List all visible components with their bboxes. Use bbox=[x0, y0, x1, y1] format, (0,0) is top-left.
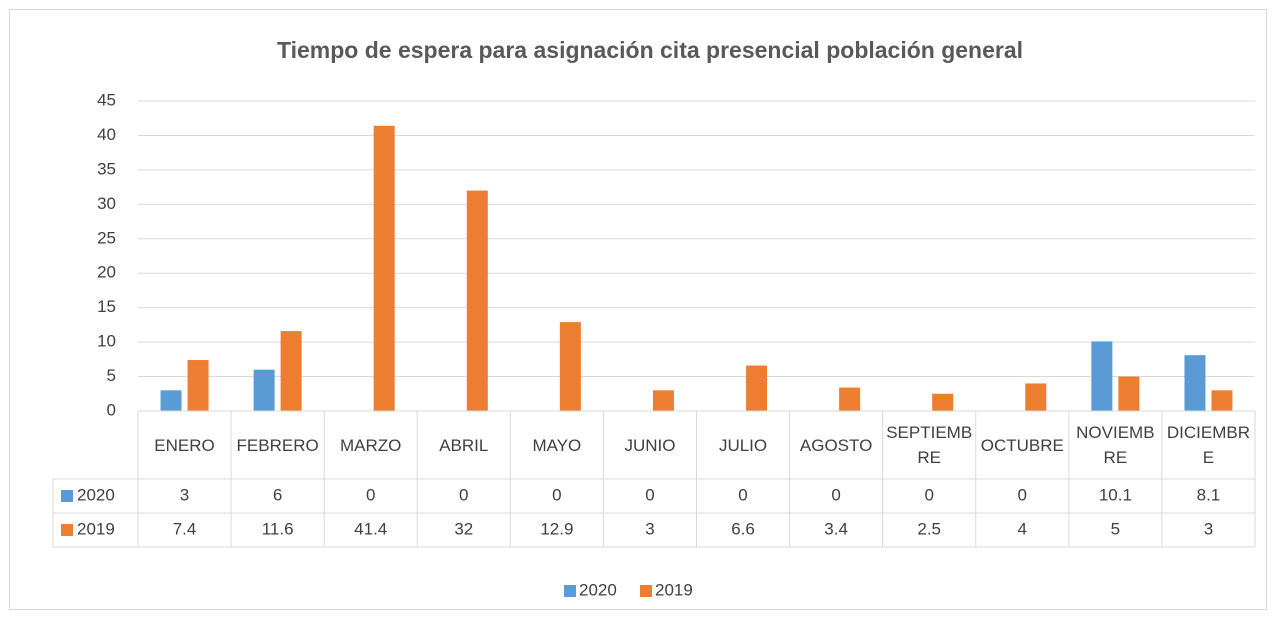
table-value: 0 bbox=[1018, 485, 1027, 504]
y-tick-label: 20 bbox=[97, 263, 116, 282]
x-tick-label: ABRIL bbox=[439, 435, 489, 455]
bar bbox=[559, 322, 581, 411]
x-tick-label: MAYO bbox=[532, 435, 582, 455]
y-tick-label: 40 bbox=[97, 125, 116, 144]
table-value: 3 bbox=[645, 519, 654, 538]
table-value: 0 bbox=[459, 485, 468, 504]
table-value: 0 bbox=[831, 485, 840, 504]
bar bbox=[160, 390, 182, 411]
y-tick-label: 0 bbox=[107, 400, 116, 419]
table-value: 0 bbox=[738, 485, 747, 504]
table-value: 41.4 bbox=[354, 519, 387, 538]
table-value: 6 bbox=[273, 485, 282, 504]
table-value: 12.9 bbox=[540, 519, 573, 538]
table-legend-key bbox=[61, 490, 73, 502]
bar bbox=[253, 369, 275, 411]
table-value: 3 bbox=[1204, 519, 1213, 538]
table-value: 6.6 bbox=[731, 519, 755, 538]
y-tick-label: 10 bbox=[97, 332, 116, 351]
bar bbox=[839, 387, 861, 411]
chart-title: Tiempo de espera para asignación cita pr… bbox=[277, 37, 1023, 63]
table-value: 0 bbox=[645, 485, 654, 504]
legend-label: 2019 bbox=[655, 580, 693, 599]
table-legend-key bbox=[61, 524, 73, 536]
bar bbox=[466, 190, 488, 411]
x-tick-label: AGOSTO bbox=[799, 435, 873, 455]
y-tick-label: 30 bbox=[97, 194, 116, 213]
bar bbox=[932, 393, 954, 411]
table-value: 5 bbox=[1111, 519, 1120, 538]
y-tick-label: 25 bbox=[97, 228, 116, 247]
bar bbox=[1118, 376, 1140, 411]
bar bbox=[373, 125, 395, 412]
table-value: 0 bbox=[924, 485, 933, 504]
bar bbox=[1184, 355, 1206, 411]
bar bbox=[1025, 383, 1047, 411]
x-tick-label: FEBRERO bbox=[236, 435, 319, 455]
y-tick-label: 15 bbox=[97, 297, 116, 316]
bar bbox=[1091, 341, 1113, 411]
x-tick-label: MARZO bbox=[340, 435, 402, 455]
x-tick-label: JUNIO bbox=[624, 435, 676, 455]
table-value: 4 bbox=[1018, 519, 1027, 538]
bar bbox=[280, 331, 302, 411]
table-value: 2.5 bbox=[917, 519, 941, 538]
bar bbox=[652, 390, 674, 411]
x-tick-label: JULIO bbox=[718, 435, 768, 455]
bar bbox=[1211, 390, 1233, 411]
bar bbox=[187, 360, 209, 411]
x-tick-label: SEPTIEMBRE bbox=[886, 423, 973, 467]
x-tick-label: DICIEMBRE bbox=[1166, 423, 1250, 467]
x-tick-label: ENERO bbox=[154, 435, 215, 455]
table-value: 3.4 bbox=[824, 519, 848, 538]
table-value: 0 bbox=[366, 485, 375, 504]
legend-key bbox=[564, 585, 576, 597]
table-value: 8.1 bbox=[1197, 485, 1221, 504]
table-value: 0 bbox=[552, 485, 561, 504]
legend-label: 2020 bbox=[579, 580, 617, 599]
table-value: 10.1 bbox=[1099, 485, 1132, 504]
x-tick-label: OCTUBRE bbox=[980, 435, 1064, 455]
table-series-name: 2019 bbox=[77, 519, 115, 538]
y-tick-label: 35 bbox=[97, 159, 116, 178]
table-value: 11.6 bbox=[262, 519, 294, 538]
bar bbox=[746, 365, 768, 411]
table-series-name: 2020 bbox=[77, 485, 115, 504]
legend-key bbox=[640, 585, 652, 597]
y-tick-label: 45 bbox=[97, 90, 116, 109]
x-tick-label: NOVIEMBRE bbox=[1076, 423, 1155, 467]
table-value: 32 bbox=[454, 519, 473, 538]
table-value: 7.4 bbox=[173, 519, 197, 538]
chart-border bbox=[9, 9, 1267, 610]
table-value: 3 bbox=[180, 485, 189, 504]
y-tick-label: 5 bbox=[107, 366, 116, 385]
